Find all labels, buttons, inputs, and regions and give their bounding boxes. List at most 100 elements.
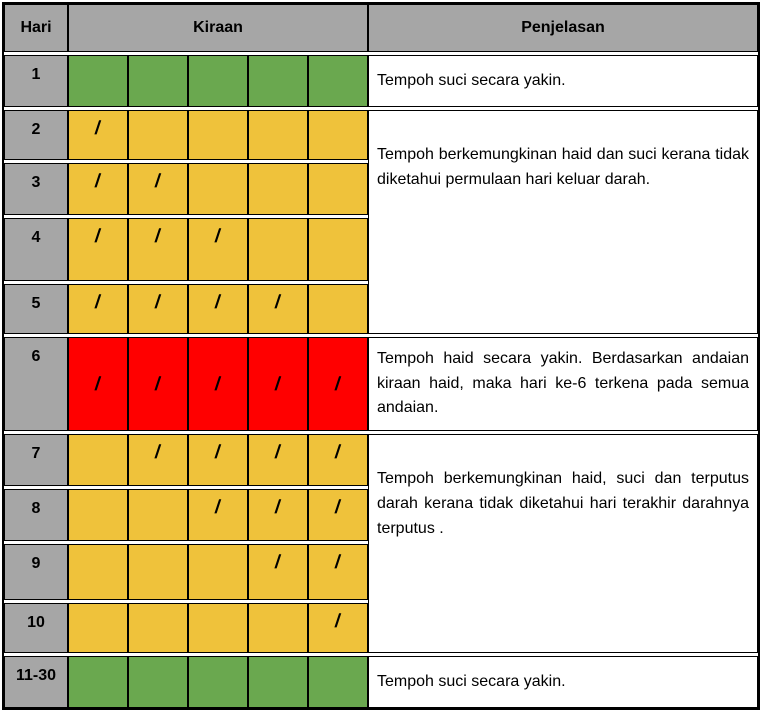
header-penjelasan: Penjelasan [368, 4, 758, 52]
slash-mark: / [213, 373, 223, 395]
slash-mark: / [273, 373, 283, 395]
kiraan-cell [128, 489, 188, 541]
kiraan-cell [68, 55, 128, 107]
kiraan-cell: / [188, 337, 248, 431]
header-hari-label: Hari [20, 19, 52, 36]
kiraan-cell [188, 163, 248, 215]
explanation-text: Tempoh berkemungkinan haid dan suci kera… [377, 146, 749, 188]
kiraan-cell: / [308, 434, 368, 486]
kiraan-cell [128, 110, 188, 160]
slash-mark: / [213, 442, 223, 463]
kiraan-cell: / [68, 218, 128, 281]
kiraan-cell [128, 603, 188, 653]
slash-mark: / [93, 118, 103, 139]
slash-mark: / [153, 373, 163, 395]
kiraan-cell: / [308, 489, 368, 541]
explanation-text: Tempoh suci secara yakin. [377, 71, 566, 89]
kiraan-cell: / [68, 337, 128, 431]
explanation-text: Tempoh suci secara yakin. [377, 672, 566, 690]
day-cell: 10 [4, 603, 68, 653]
kiraan-cell [248, 218, 308, 281]
slash-mark: / [213, 497, 223, 518]
day-cell: 8 [4, 489, 68, 541]
kiraan-cell [248, 603, 308, 653]
day-cell: 9 [4, 544, 68, 600]
kiraan-cell: / [68, 163, 128, 215]
kiraan-cell [188, 656, 248, 708]
kiraan-cell [128, 656, 188, 708]
slash-mark: / [273, 497, 283, 518]
kiraan-cell: / [308, 544, 368, 600]
kiraan-cell [308, 284, 368, 334]
kiraan-cell [308, 55, 368, 107]
slash-mark: / [273, 292, 283, 313]
slash-mark: / [153, 442, 163, 463]
day-cell: 11-30 [4, 656, 68, 708]
kiraan-cell: / [128, 218, 188, 281]
kiraan-cell: / [308, 603, 368, 653]
kiraan-cell: / [128, 434, 188, 486]
kiraan-cell: / [248, 337, 308, 431]
slash-mark: / [333, 611, 343, 632]
kiraan-cell [248, 110, 308, 160]
kiraan-cell: / [68, 110, 128, 160]
kiraan-cell [188, 55, 248, 107]
slash-mark: / [93, 171, 103, 192]
slash-mark: / [93, 226, 103, 247]
slash-mark: / [93, 373, 103, 395]
kiraan-cell: / [128, 163, 188, 215]
slash-mark: / [333, 373, 343, 395]
slash-mark: / [153, 171, 163, 192]
kiraan-cell [128, 544, 188, 600]
header-hari: Hari [4, 4, 68, 52]
slash-mark: / [273, 552, 283, 573]
kiraan-cell [188, 110, 248, 160]
slash-mark: / [153, 292, 163, 313]
kiraan-cell [308, 163, 368, 215]
kiraan-cell [188, 603, 248, 653]
header-penjelasan-label: Penjelasan [521, 19, 605, 36]
kiraan-cell: / [248, 284, 308, 334]
kiraan-cell: / [128, 337, 188, 431]
kiraan-cell [308, 110, 368, 160]
kiraan-cell: / [248, 434, 308, 486]
kiraan-cell: / [308, 337, 368, 431]
kiraan-cell [68, 656, 128, 708]
kiraan-cell: / [68, 284, 128, 334]
explanation-text: Tempoh haid secara yakin. Berdasarkan an… [377, 349, 749, 417]
day-cell: 2 [4, 110, 68, 160]
kiraan-cell [188, 544, 248, 600]
day-cell: 4 [4, 218, 68, 281]
kiraan-cell [308, 656, 368, 708]
kiraan-cell: / [188, 489, 248, 541]
slash-mark: / [333, 497, 343, 518]
kiraan-cell: / [248, 544, 308, 600]
kiraan-cell [248, 55, 308, 107]
kiraan-cell: / [188, 218, 248, 281]
explanation-cell: Tempoh haid secara yakin. Berdasarkan an… [368, 337, 758, 431]
slash-mark: / [333, 442, 343, 463]
day-cell: 6 [4, 337, 68, 431]
kiraan-cell [308, 218, 368, 281]
kiraan-cell [248, 656, 308, 708]
kiraan-cell: / [128, 284, 188, 334]
slash-mark: / [273, 442, 283, 463]
explanation-cell: Tempoh berkemungkinan haid, suci dan ter… [368, 434, 758, 653]
day-cell: 3 [4, 163, 68, 215]
day-cell: 1 [4, 55, 68, 107]
day-cell: 5 [4, 284, 68, 334]
explanation-cell: Tempoh suci secara yakin. [368, 656, 758, 708]
slash-mark: / [153, 226, 163, 247]
explanation-text: Tempoh berkemungkinan haid, suci dan ter… [377, 470, 749, 537]
day-cell: 7 [4, 434, 68, 486]
kiraan-cell: / [188, 434, 248, 486]
kiraan-cell [128, 55, 188, 107]
kiraan-cell: / [188, 284, 248, 334]
kiraan-cell [68, 544, 128, 600]
slash-mark: / [213, 226, 223, 247]
slash-mark: / [213, 292, 223, 313]
header-kiraan-label: Kiraan [193, 19, 243, 36]
kiraan-cell [68, 434, 128, 486]
kiraan-cell [68, 489, 128, 541]
